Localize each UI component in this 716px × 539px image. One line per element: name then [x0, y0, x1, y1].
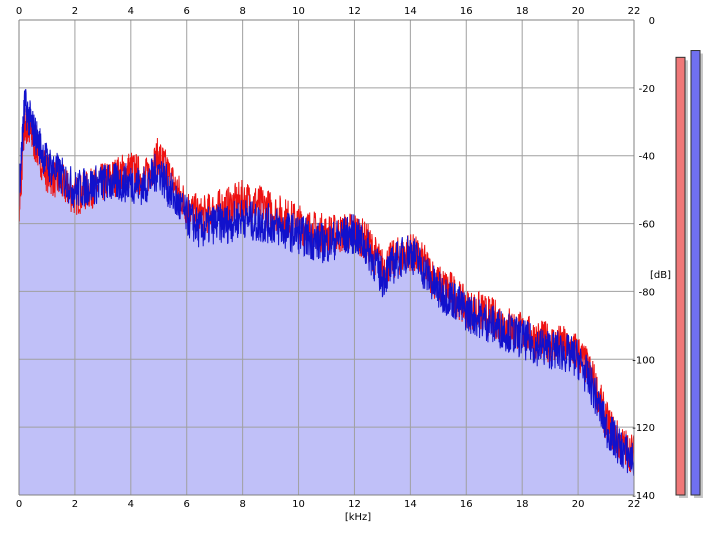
x-tick-label-bottom: 6: [184, 499, 190, 510]
plot-frame: [18, 19, 635, 496]
y-axis-label: [dB]: [650, 270, 671, 281]
y-tick-label: 0: [649, 16, 655, 27]
y-tick-label: -100: [632, 355, 655, 366]
y-tick-label: -20: [639, 84, 655, 95]
x-tick-label-bottom: 20: [572, 499, 585, 510]
x-axis-label: [kHz]: [345, 512, 371, 523]
x-tick-label-top: 2: [72, 6, 78, 17]
x-tick-label-top: 22: [628, 6, 641, 17]
series-line-red: [18, 106, 635, 473]
x-tick-label-top: 8: [239, 6, 245, 17]
x-tick-label-bottom: 18: [516, 499, 529, 510]
level-meter-blue: [690, 50, 701, 496]
x-tick-label-top: 10: [292, 6, 305, 17]
x-tick-label-top: 18: [516, 6, 529, 17]
y-tick-label: -120: [632, 423, 655, 434]
level-meter-red: [675, 56, 686, 496]
x-tick-label-bottom: 16: [460, 499, 473, 510]
x-tick-label-top: 12: [348, 6, 361, 17]
x-tick-label-bottom: 10: [292, 499, 305, 510]
level-meters: [675, 50, 703, 499]
y-tick-label: -60: [639, 220, 655, 231]
x-tick-label-top: 20: [572, 6, 585, 17]
x-tick-label-bottom: 12: [348, 499, 361, 510]
series-traces: [18, 89, 635, 476]
y-tick-label: -140: [632, 491, 655, 502]
x-tick-label-top: 16: [460, 6, 473, 17]
x-tick-label-top: 4: [128, 6, 134, 17]
x-tick-label-bottom: 14: [404, 499, 417, 510]
x-tick-label-bottom: 4: [128, 499, 134, 510]
x-tick-label-bottom: 2: [72, 499, 78, 510]
x-tick-label-bottom: 22: [628, 499, 641, 510]
y-tick-label: -80: [639, 287, 655, 298]
x-tick-label-top: 14: [404, 6, 417, 17]
x-axis-bottom: 0 2 4 6 8 10 12 14 16 18 20 22: [16, 499, 641, 510]
y-tick-label: -40: [639, 152, 655, 163]
x-tick-label-bottom: 0: [16, 499, 22, 510]
series-line-blue: [18, 89, 635, 476]
x-tick-label-top: 6: [184, 6, 190, 17]
x-axis-top: 0 2 4 6 8 10 12 14 16 18 20 22: [16, 6, 641, 17]
grid-lines: [18, 19, 635, 496]
x-tick-label-bottom: 8: [239, 499, 245, 510]
x-tick-label-top: 0: [16, 6, 22, 17]
y-axis-right: 0 -20 -40 -60 -80 -100 -120 -140: [632, 16, 655, 502]
